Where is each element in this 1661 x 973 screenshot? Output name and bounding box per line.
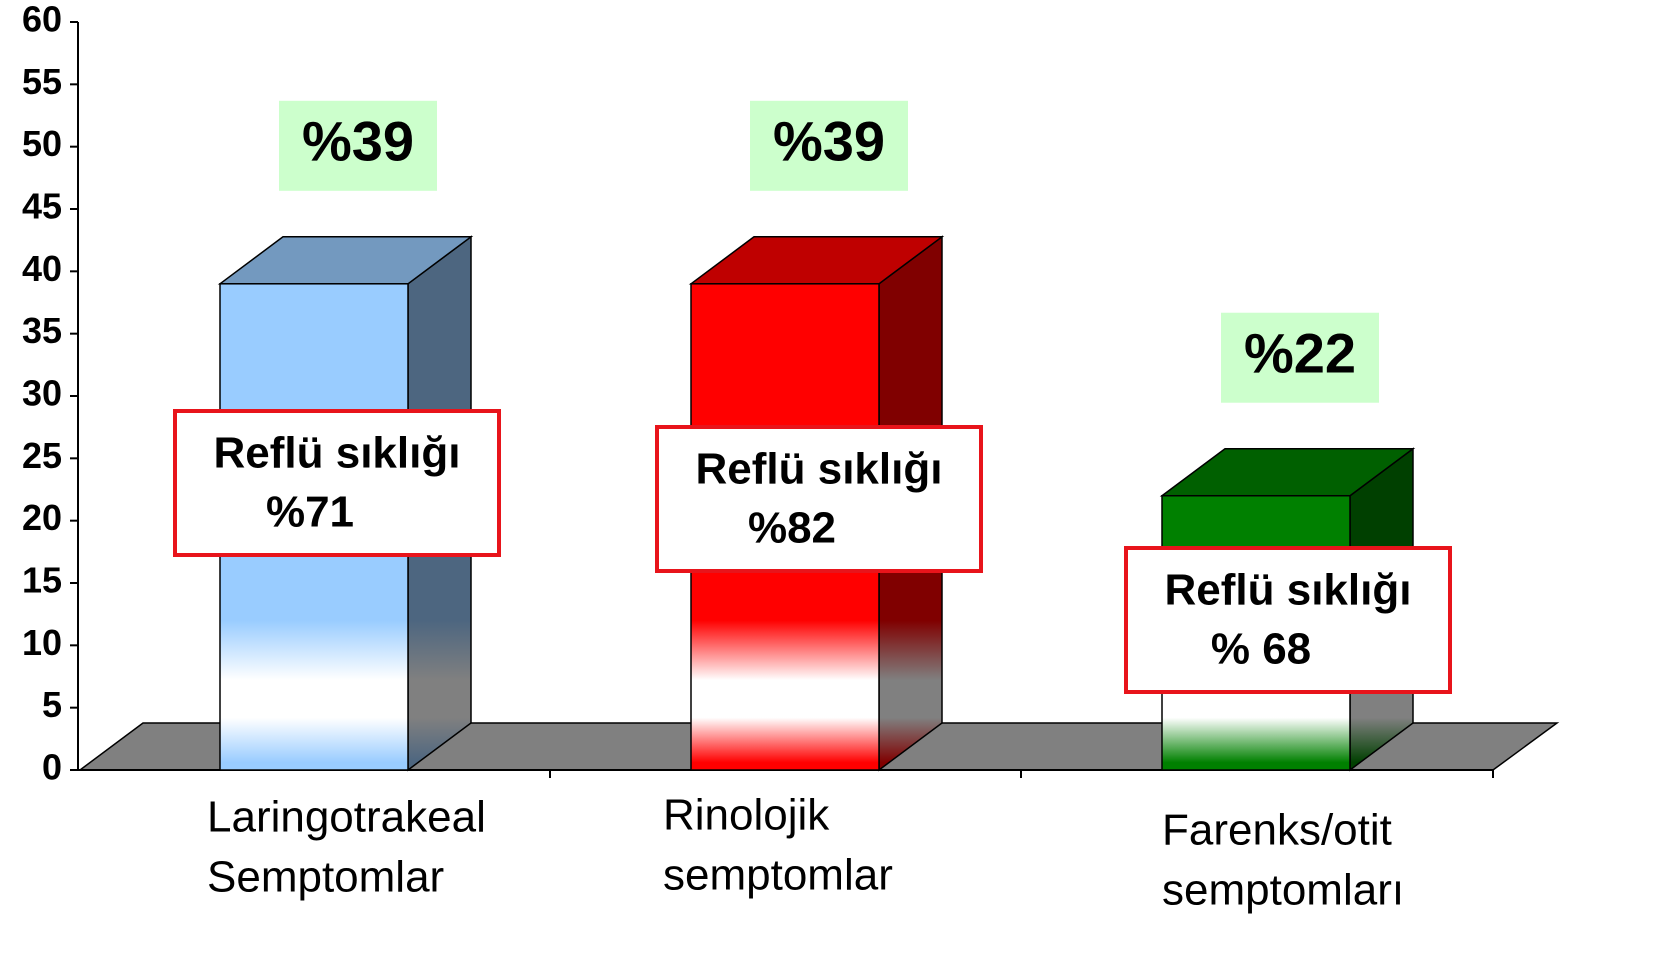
value-label: %39	[302, 110, 414, 173]
annotation: % 68	[1211, 625, 1311, 674]
y-tick-label: 40	[22, 248, 62, 289]
x-tick-label: Rinolojik	[663, 791, 830, 840]
x-tick-label: semptomları	[1162, 866, 1404, 915]
annotation: %82	[748, 504, 836, 553]
y-tick-label: 20	[22, 497, 62, 538]
y-tick-label: 35	[22, 310, 62, 351]
annotation-box	[1124, 546, 1452, 694]
value-label-box	[750, 100, 908, 191]
y-tick-label: 55	[22, 61, 62, 102]
annotation: %71	[266, 488, 354, 537]
value-label-box	[279, 100, 437, 191]
value-label: %39	[773, 110, 885, 173]
annotation: Reflü sıklığı	[696, 445, 943, 494]
y-tick-label: 45	[22, 186, 62, 227]
x-tick-label: semptomlar	[663, 851, 893, 900]
y-tick-label: 25	[22, 435, 62, 476]
y-tick-label: 15	[22, 560, 62, 601]
annotation: Reflü sıklığı	[214, 429, 461, 478]
y-tick-label: 60	[22, 0, 62, 40]
y-tick-label: 10	[22, 622, 62, 663]
y-tick-label: 50	[22, 123, 62, 164]
annotation: Reflü sıklığı	[1165, 566, 1412, 615]
y-tick-label: 0	[42, 747, 62, 788]
annotation-box	[655, 425, 983, 573]
x-tick-label: Laringotrakeal	[207, 793, 486, 842]
x-tick-label: Farenks/otit	[1162, 806, 1392, 855]
value-label: %22	[1244, 322, 1356, 385]
y-tick-label: 30	[22, 373, 62, 414]
annotation-box	[173, 409, 501, 557]
x-tick-label: Semptomlar	[207, 853, 444, 902]
value-label-box	[1221, 312, 1379, 403]
y-tick-label: 5	[42, 684, 62, 725]
